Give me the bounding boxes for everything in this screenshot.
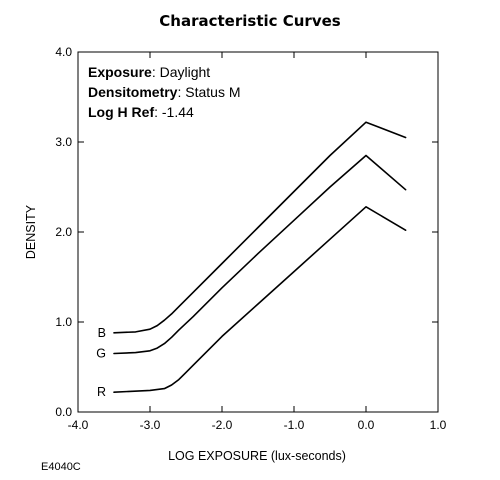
x-tick-label: -3.0 (140, 418, 161, 432)
annotation-exposure: Exposure: Daylight (88, 64, 210, 80)
chart-title: Characteristic Curves (159, 12, 340, 30)
x-tick-label: -2.0 (212, 418, 233, 432)
annotation-densitometry-key: Densitometry (88, 84, 178, 100)
y-tick-label: 3.0 (55, 135, 72, 149)
annotation-log-h-ref: Log H Ref: -1.44 (88, 104, 194, 120)
series-labels: BG R (96, 326, 106, 399)
x-tick-label: -1.0 (284, 418, 305, 432)
figure-code: E4040C (41, 461, 81, 473)
y-tick-label: 0.0 (55, 405, 72, 419)
series-line-r (113, 206, 407, 394)
y-tick-label: 4.0 (55, 45, 72, 59)
annotation-densitometry: Densitometry: Status M (88, 84, 241, 100)
annotation-exposure-value: : Daylight (152, 64, 210, 80)
series-line-b (113, 121, 407, 334)
series-label-g: G (96, 347, 106, 361)
x-axis-label: LOG EXPOSURE (lux-seconds) (168, 449, 346, 463)
x-axis-ticks: -4.0 -3.0 -2.0 -1.0 0.0 1.0 (68, 52, 447, 432)
y-tick-label: 1.0 (55, 315, 72, 329)
y-axis-label: DENSITY (24, 204, 38, 259)
annotation-exposure-key: Exposure (88, 64, 152, 80)
series-line-g (113, 154, 407, 355)
x-tick-label: 0.0 (358, 418, 375, 432)
x-tick-label: -4.0 (68, 418, 89, 432)
series-label-b: B (98, 326, 106, 340)
x-tick-label: 1.0 (430, 418, 447, 432)
series-lines (113, 121, 407, 394)
y-axis-ticks: 0.0 1.0 2.0 3.0 4.0 (55, 45, 438, 419)
annotation-densitometry-value: : Status M (177, 84, 240, 100)
annotation-log-h-ref-key: Log H Ref (88, 104, 154, 120)
series-label-r: R (97, 385, 106, 399)
y-tick-label: 2.0 (55, 225, 72, 239)
annotation-log-h-ref-value: : -1.44 (154, 104, 194, 120)
annotation-block: Exposure: Daylight Densitometry: Status … (88, 64, 241, 120)
